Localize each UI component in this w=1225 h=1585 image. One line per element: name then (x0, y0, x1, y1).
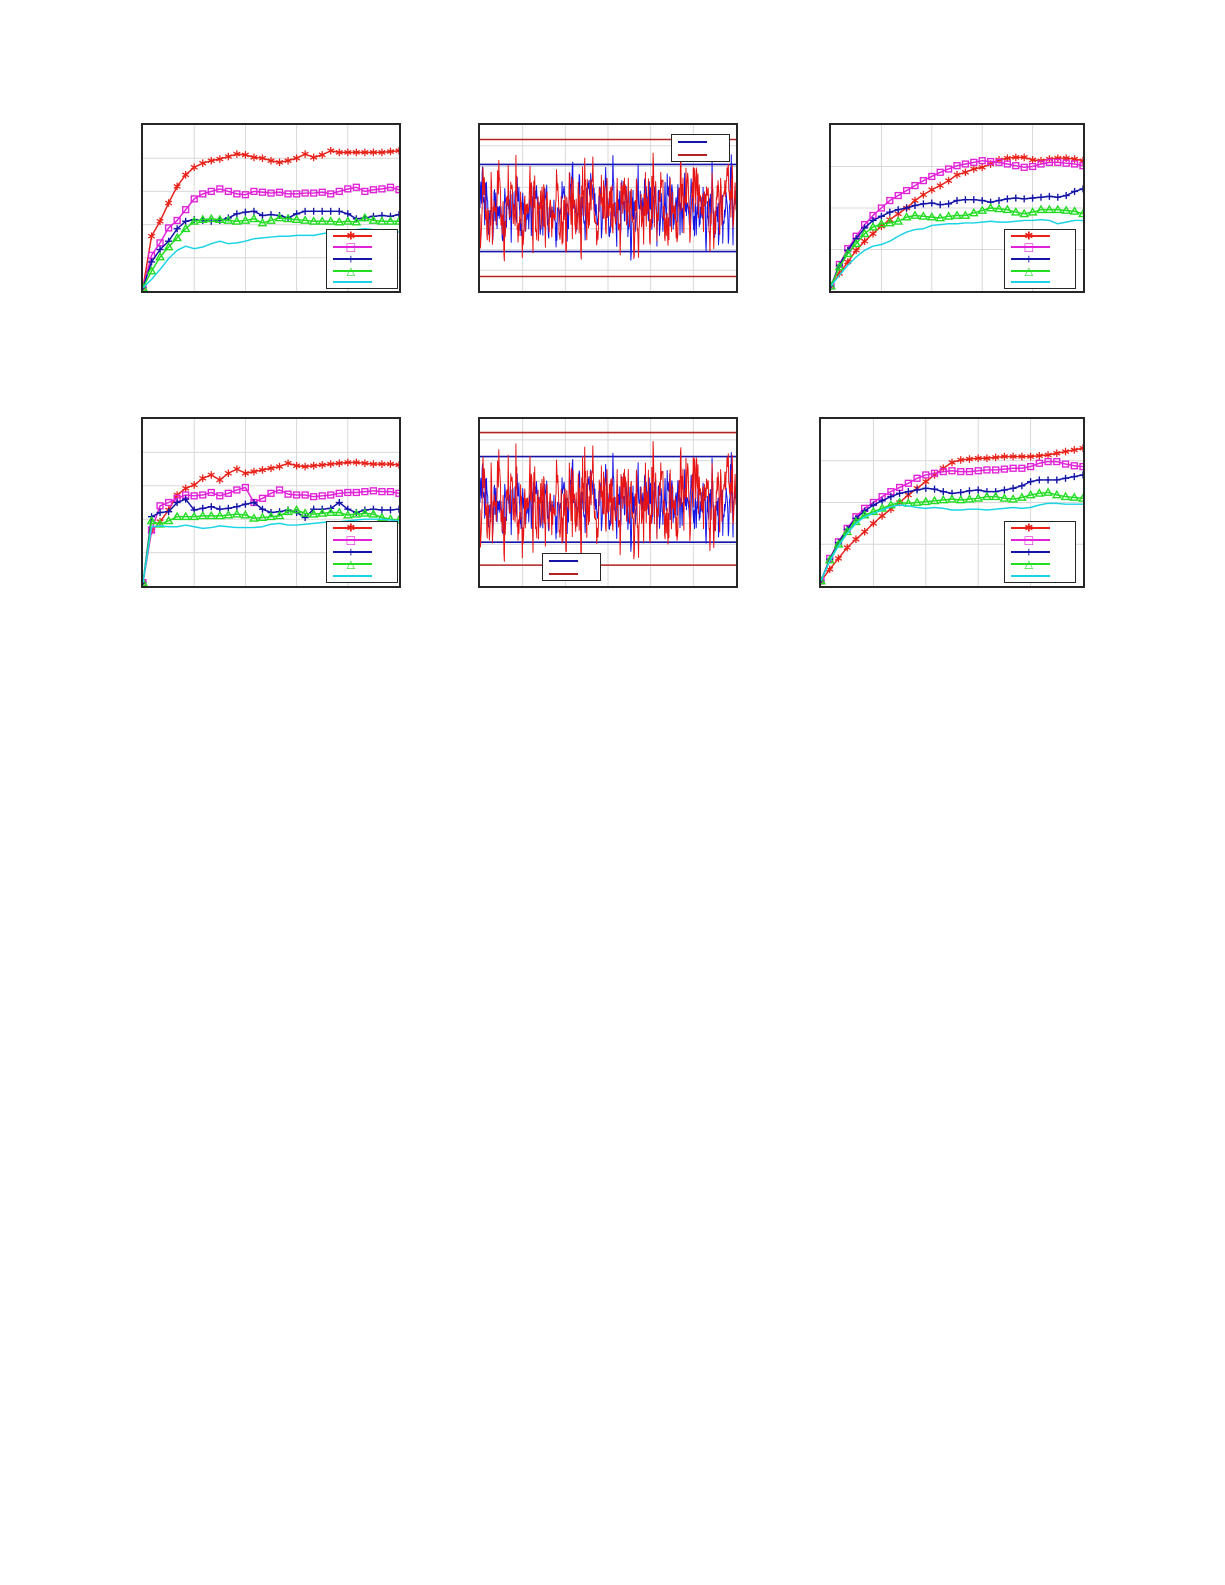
legend-r2c1[interactable]: ✱ □ + △ (326, 521, 398, 583)
legend-entry-magenta-square[interactable]: □ (327, 242, 397, 254)
legend-entry-magenta-square[interactable]: □ (1005, 242, 1075, 254)
legend-entry-noisy-red[interactable] (543, 567, 600, 580)
legend-r1c3[interactable]: ✱ □ + △ (1004, 229, 1076, 289)
legend-line-cyan (332, 281, 372, 284)
star-icon: ✱ (346, 229, 356, 243)
panel-r2c3: ✱ □ + △ (819, 417, 1085, 588)
square-icon: □ (345, 533, 356, 547)
plot-svg-r2c3 (821, 419, 1083, 586)
legend-entry-cyan-line[interactable] (327, 276, 397, 288)
legend-line-red (332, 527, 372, 529)
panel-r2c2 (478, 417, 738, 588)
legend-line-blue (1010, 551, 1050, 553)
star-icon: ✱ (346, 521, 356, 535)
legend-line-noisy-red (548, 572, 579, 575)
legend-line-noisy-blue (548, 559, 579, 562)
legend-line-blue (1010, 257, 1050, 260)
triangle-icon: △ (1024, 557, 1034, 571)
star-icon: ✱ (1024, 229, 1034, 243)
legend-line-red (1010, 527, 1050, 529)
legend-r2c2[interactable] (542, 553, 601, 581)
legend-r1c2[interactable] (671, 134, 730, 162)
plot-svg-r1c3 (831, 125, 1083, 291)
legend-entry-magenta-square[interactable]: □ (327, 534, 397, 546)
legend-line-noisy-red (677, 153, 708, 156)
legend-entry-red-star[interactable]: ✱ (327, 230, 397, 242)
legend-entry-noisy-blue[interactable] (543, 554, 600, 567)
panel-r2c1: ✱ □ + △ (141, 417, 401, 588)
legend-line-noisy-blue (677, 140, 708, 143)
plot-svg-r1c1 (143, 125, 399, 291)
legend-line-blue (332, 257, 372, 260)
legend-line-blue (332, 551, 372, 553)
panel-r1c1: ✱ □ + △ (141, 123, 401, 293)
plus-icon: + (1024, 545, 1034, 559)
plus-icon: + (1024, 252, 1034, 266)
plot-area-r1c2 (478, 123, 738, 293)
legend-line-red (332, 234, 372, 237)
plot-area-r1c1 (141, 123, 401, 293)
triangle-icon: △ (1024, 264, 1034, 278)
legend-entry-blue-plus[interactable]: + (327, 546, 397, 558)
legend-entry-green-triangle[interactable]: △ (1005, 265, 1075, 277)
square-icon: □ (1023, 533, 1034, 547)
legend-entry-red-star[interactable]: ✱ (327, 522, 397, 534)
legend-entry-cyan-line[interactable] (1005, 276, 1075, 288)
triangle-icon: △ (346, 557, 356, 571)
panel-r1c2 (478, 123, 738, 293)
legend-line-cyan (332, 575, 372, 577)
legend-line-magenta (332, 539, 372, 541)
legend-line-green (1010, 269, 1050, 272)
plot-svg-r2c2 (480, 419, 736, 586)
triangle-icon: △ (346, 264, 356, 278)
legend-line-cyan (1010, 281, 1050, 284)
legend-line-magenta (1010, 539, 1050, 541)
legend-entry-blue-plus[interactable]: + (327, 253, 397, 265)
legend-entry-blue-plus[interactable]: + (1005, 546, 1075, 558)
legend-line-green (332, 269, 372, 272)
legend-entry-red-star[interactable]: ✱ (1005, 522, 1075, 534)
square-icon: □ (1023, 240, 1034, 254)
legend-entry-red-star[interactable]: ✱ (1005, 230, 1075, 242)
legend-r2c3[interactable]: ✱ □ + △ (1004, 521, 1076, 583)
plot-area-r2c2 (478, 417, 738, 588)
legend-line-magenta (1010, 246, 1050, 249)
legend-line-cyan (1010, 575, 1050, 577)
legend-entry-cyan-line[interactable] (1005, 570, 1075, 582)
square-icon: □ (345, 240, 356, 254)
star-icon: ✱ (1024, 521, 1034, 535)
legend-entry-blue-plus[interactable]: + (1005, 253, 1075, 265)
legend-entry-noisy-red[interactable] (672, 148, 729, 161)
legend-entry-cyan-line[interactable] (327, 570, 397, 582)
panel-r1c3: ✱ □ + △ (829, 123, 1085, 293)
legend-line-magenta (332, 246, 372, 249)
legend-entry-noisy-blue[interactable] (672, 135, 729, 148)
plus-icon: + (346, 252, 356, 266)
legend-line-green (332, 563, 372, 565)
legend-r1c1[interactable]: ✱ □ + △ (326, 229, 398, 289)
legend-entry-green-triangle[interactable]: △ (1005, 558, 1075, 570)
legend-entry-magenta-square[interactable]: □ (1005, 534, 1075, 546)
legend-entry-green-triangle[interactable]: △ (327, 558, 397, 570)
plus-icon: + (346, 545, 356, 559)
legend-line-red (1010, 234, 1050, 237)
legend-entry-green-triangle[interactable]: △ (327, 265, 397, 277)
plot-svg-r2c1 (143, 419, 399, 586)
legend-line-green (1010, 563, 1050, 565)
